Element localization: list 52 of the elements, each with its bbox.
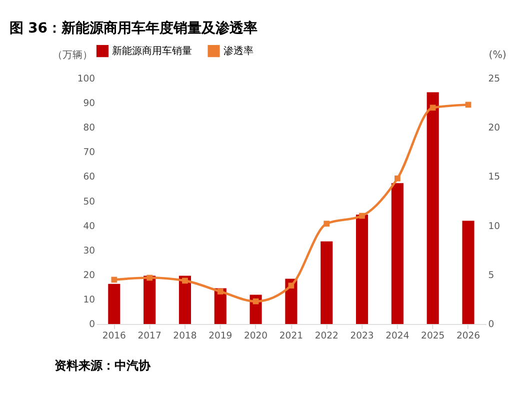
bar: [108, 284, 120, 324]
y2-tick-label: 20: [488, 122, 500, 134]
x-tick-label: 2017: [138, 330, 162, 342]
y2-tick-label: 5: [488, 270, 494, 282]
y-tick-label: 0: [89, 319, 96, 330]
x-tick-label: 2018: [173, 330, 197, 342]
point: [324, 220, 330, 227]
y-tick-label: 90: [83, 98, 96, 110]
x-tick-label: 2020: [244, 330, 268, 342]
point: [146, 274, 152, 281]
point: [430, 104, 436, 111]
x-tick-label: 2022: [314, 330, 338, 342]
x-tick-label: 2023: [350, 330, 374, 342]
point: [359, 212, 365, 219]
bar: [320, 241, 333, 324]
bar: [391, 183, 404, 324]
y-tick-label: 80: [83, 122, 96, 134]
y-tick-label: 60: [83, 172, 96, 183]
y-tick-label: 10: [83, 294, 96, 306]
legend-label: 渗透率: [224, 44, 254, 57]
x-tick-label: 2024: [386, 330, 410, 342]
x-tick-label: 2019: [208, 330, 232, 342]
point: [111, 276, 118, 283]
point: [182, 278, 188, 284]
text: 资料来源：中汽协: [54, 358, 152, 372]
y2-axis-title: (%): [488, 50, 506, 62]
bar: [462, 220, 474, 324]
point: [288, 282, 294, 289]
bar: [426, 92, 439, 324]
bar: [178, 276, 192, 324]
y-tick-label: 70: [83, 147, 96, 158]
y-tick-label: 20: [83, 270, 96, 282]
y-tick-label: 50: [83, 196, 96, 208]
x-tick-label: 2025: [421, 330, 445, 342]
legend-label: 新能源商用车销量: [112, 44, 192, 57]
bar: [356, 214, 368, 324]
y-axis-title: （万辆）: [52, 49, 92, 62]
point: [252, 298, 259, 304]
y-tick-label: 100: [77, 73, 96, 84]
x-tick-label: 2021: [279, 330, 304, 342]
y2-tick-label: 10: [488, 220, 500, 232]
y2-tick-label: 0: [488, 319, 494, 330]
y2-tick-label: 15: [488, 172, 500, 183]
y-tick-label: 30: [83, 245, 96, 256]
y2-tick-label: 25: [488, 73, 500, 84]
chart-title: 图 36：新能源商用车年度销量及渗透率: [9, 20, 258, 37]
bar: [144, 276, 156, 324]
point: [394, 176, 400, 182]
x-tick-label: 2026: [456, 330, 480, 342]
point: [217, 288, 224, 294]
y-tick-label: 40: [83, 220, 96, 232]
x-tick-label: 2016: [102, 330, 126, 342]
